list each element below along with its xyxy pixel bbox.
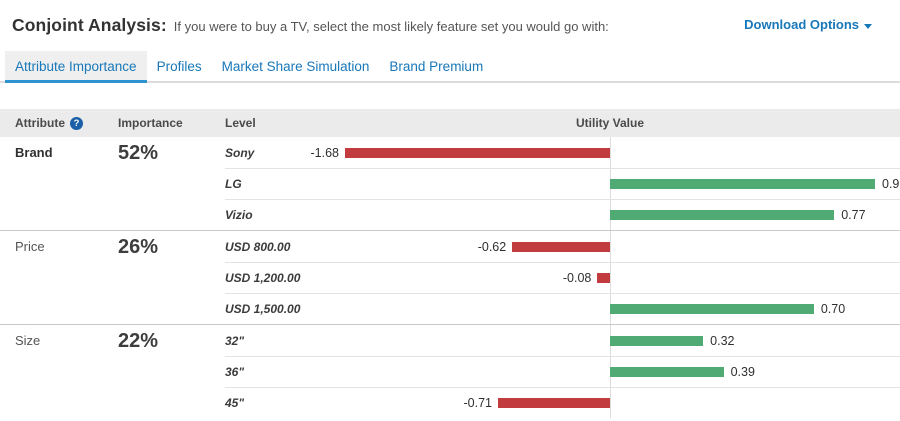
importance-value: 22% <box>118 330 159 352</box>
zero-axis-line <box>610 231 611 262</box>
utility-value-label: -0.08 <box>562 271 592 285</box>
download-options-button[interactable]: Download Options <box>744 17 872 32</box>
column-header-importance: Importance <box>118 116 183 130</box>
utility-value-label: 0.77 <box>841 208 866 222</box>
zero-axis-line <box>610 388 611 418</box>
column-header-utility-value-label: Utility Value <box>575 116 645 130</box>
utility-bar <box>610 210 835 220</box>
help-icon[interactable]: ? <box>70 116 83 130</box>
utility-bar <box>610 335 704 346</box>
utility-value-label: -0.71 <box>463 396 493 410</box>
attribute-name: Price <box>15 239 45 254</box>
utility-bar-cell: 0.77 <box>330 200 900 230</box>
importance-value: 52% <box>118 142 159 164</box>
utility-bar <box>610 179 875 189</box>
page-title: Conjoint Analysis: <box>12 15 167 35</box>
utility-value-label: 0.39 <box>730 365 755 379</box>
utility-value-label: -0.62 <box>477 239 507 254</box>
level-row: Sony -1.68 <box>225 137 900 168</box>
utility-bar-cell: 0.91 <box>330 169 900 199</box>
zero-axis-line <box>610 137 611 168</box>
page-subtitle: If you were to buy a TV, select the most… <box>173 19 609 34</box>
column-header-utility-value: Utility Value <box>330 109 900 137</box>
utility-bar-cell: 0.39 <box>330 357 900 387</box>
attribute-name: Brand <box>15 145 53 160</box>
utility-bar <box>498 398 610 408</box>
attribute-group-size: Size 22% 32" 0.32 36" 0.39 45" -0.71 <box>0 324 900 418</box>
attribute-name: Size <box>15 333 41 348</box>
tab-attribute-importance[interactable]: Attribute Importance <box>5 51 147 83</box>
level-list: 32" 0.32 36" 0.39 45" -0.71 <box>225 325 900 418</box>
tab-profiles[interactable]: Profiles <box>156 59 202 74</box>
level-label: 45" <box>225 396 245 410</box>
level-row: USD 800.00 -0.62 <box>225 231 900 262</box>
level-label: USD 1,500.00 <box>225 302 301 316</box>
level-list: USD 800.00 -0.62 USD 1,200.00 -0.08 USD 1,50… <box>225 231 900 324</box>
level-list: Sony -1.68 LG 0.91 Vizio 0.77 <box>225 137 900 230</box>
attribute-table-body: Brand 52% Sony -1.68 LG 0.91 Vizio 0.77 Price 26%… <box>0 137 900 418</box>
utility-bar <box>345 147 610 158</box>
level-label: LG <box>225 177 242 191</box>
level-label: USD 1,200.00 <box>225 271 301 285</box>
column-header-attribute: Attribute ? <box>0 116 118 130</box>
tab-bar: Attribute Importance Profiles Market Share… <box>0 51 900 83</box>
utility-bar-cell: -0.08 <box>330 263 900 293</box>
level-row: USD 1,200.00 -0.08 <box>225 262 900 293</box>
table-header: Attribute ? Importance Level Utility Val… <box>0 109 900 137</box>
level-row: LG 0.91 <box>225 168 900 199</box>
level-label: 36" <box>225 365 245 379</box>
utility-value-label: -1.68 <box>310 145 340 160</box>
utility-bar-cell: -0.62 <box>330 231 900 262</box>
column-header-attribute-label: Attribute <box>15 116 65 130</box>
caret-down-icon <box>864 24 872 29</box>
zero-axis-line <box>610 263 611 293</box>
level-row: 32" 0.32 <box>225 325 900 356</box>
utility-bar <box>597 273 610 283</box>
top-bar: Conjoint Analysis: If you were to buy a … <box>0 0 900 36</box>
column-header-level: Level <box>225 116 256 130</box>
level-row: Vizio 0.77 <box>225 199 900 230</box>
level-label: Vizio <box>225 208 253 222</box>
level-row: 36" 0.39 <box>225 356 900 387</box>
tab-market-share-simulation[interactable]: Market Share Simulation <box>221 59 370 74</box>
level-label: USD 800.00 <box>225 239 291 254</box>
utility-bar <box>512 241 610 252</box>
title-wrap: Conjoint Analysis: If you were to buy a … <box>12 15 609 36</box>
utility-value-label: 0.32 <box>710 333 735 348</box>
attribute-group-brand: Brand 52% Sony -1.68 LG 0.91 Vizio 0.77 <box>0 137 900 230</box>
level-label: 32" <box>225 333 245 348</box>
utility-bar-cell: 0.70 <box>330 294 900 324</box>
tab-brand-premium[interactable]: Brand Premium <box>389 59 484 74</box>
importance-value: 26% <box>118 236 159 258</box>
utility-bar-cell: -0.71 <box>330 388 900 418</box>
download-options-label: Download Options <box>744 17 859 32</box>
utility-bar-cell: 0.32 <box>330 325 900 356</box>
attribute-group-price: Price 26% USD 800.00 -0.62 USD 1,200.00 -0.08… <box>0 230 900 324</box>
level-row: USD 1,500.00 0.70 <box>225 293 900 324</box>
level-row: 45" -0.71 <box>225 387 900 418</box>
utility-bar-cell: -1.68 <box>311 137 900 168</box>
utility-value-label: 0.91 <box>882 177 900 191</box>
level-label: Sony <box>225 145 255 160</box>
utility-value-label: 0.70 <box>820 302 846 316</box>
utility-bar <box>610 304 814 314</box>
utility-bar <box>610 367 724 377</box>
